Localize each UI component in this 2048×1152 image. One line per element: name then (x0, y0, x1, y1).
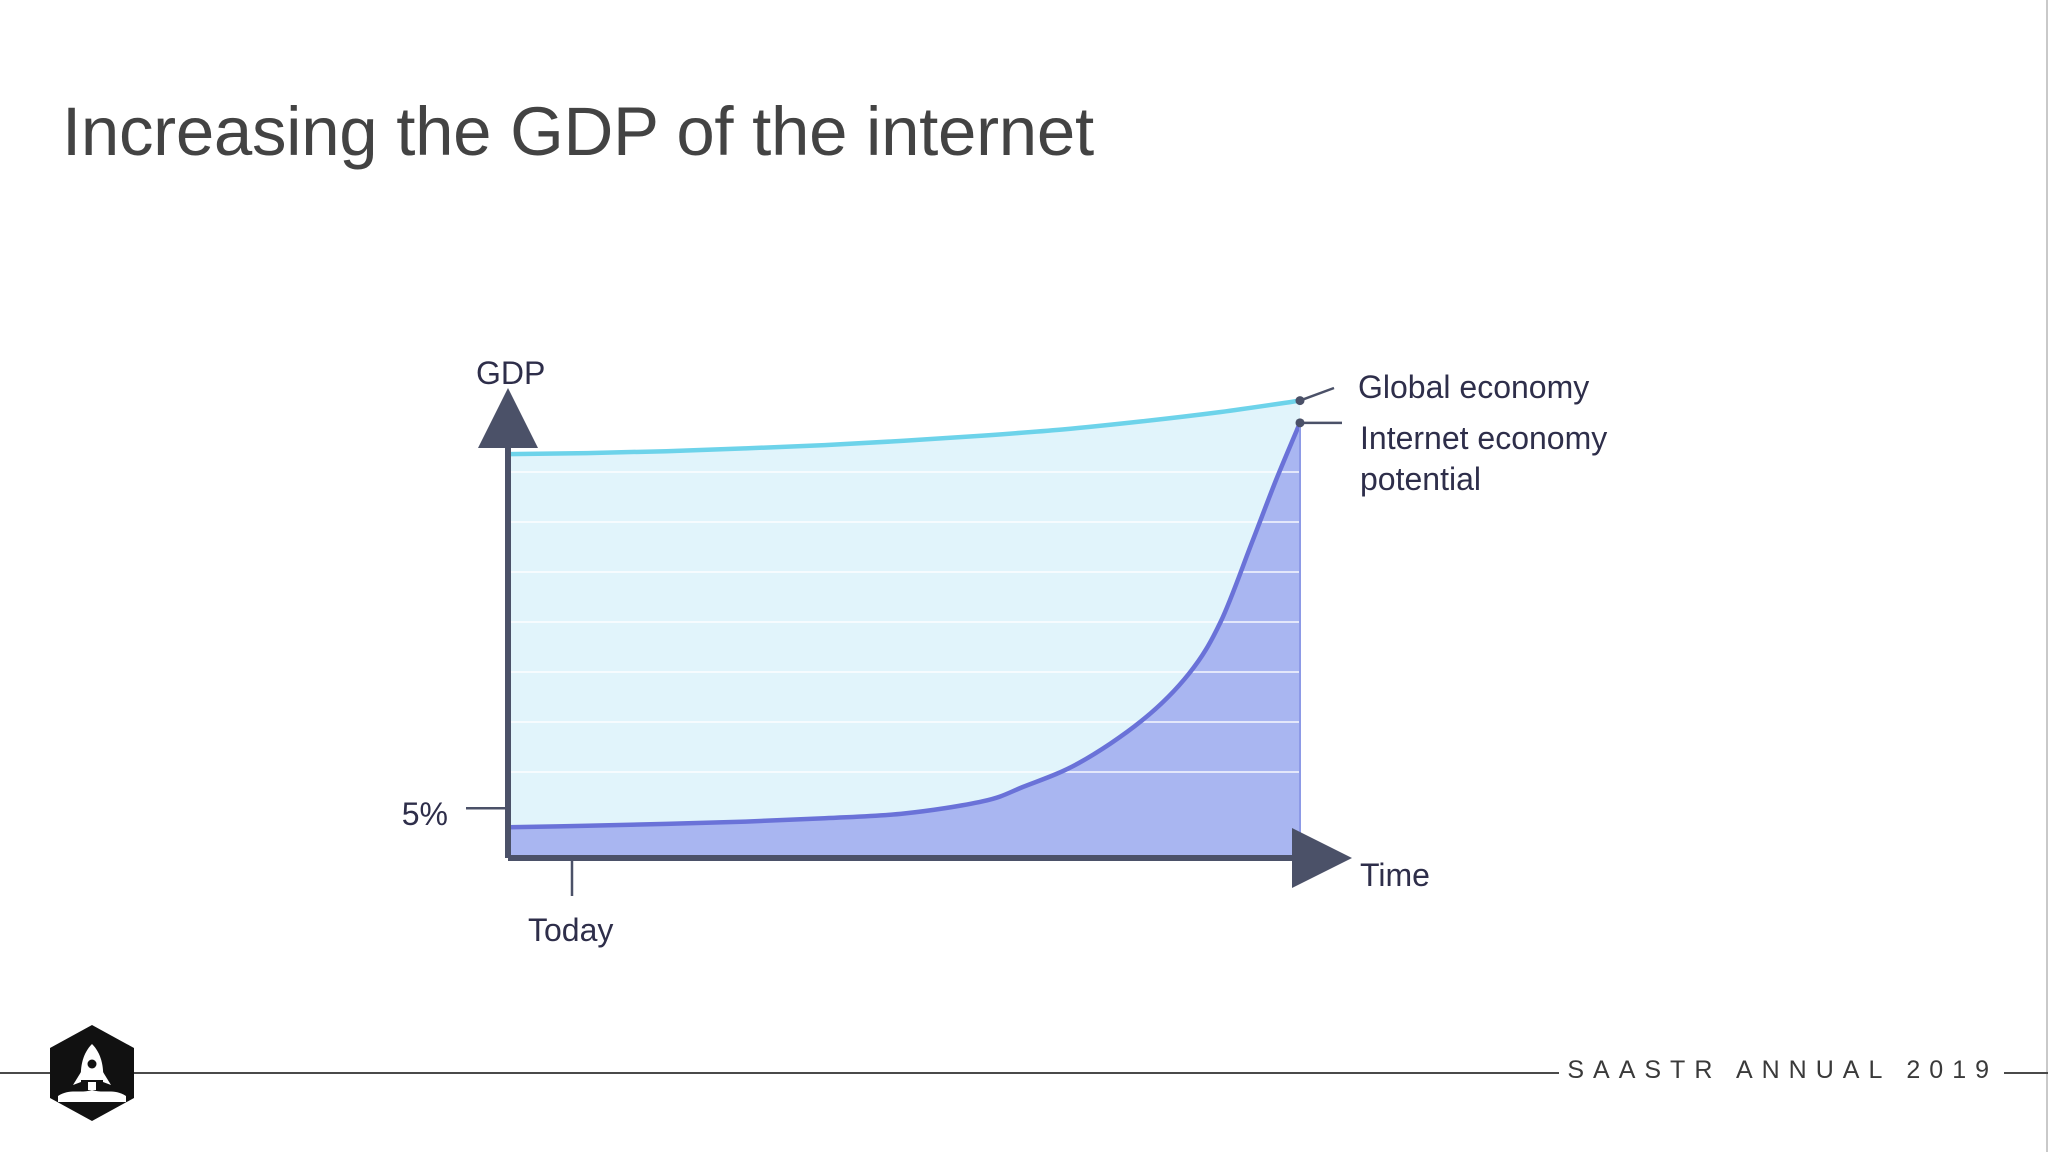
slide-edge (2046, 0, 2048, 1152)
global-economy-point (1295, 396, 1305, 406)
x-tick-label: Today (528, 912, 613, 948)
chart-areas (508, 400, 1300, 858)
global-economy-legend-label: Global economy (1358, 369, 1589, 405)
footer-rule (0, 1072, 2048, 1074)
global-economy-area (508, 400, 1300, 858)
internet-economy-legend-label-line2: potential (1360, 461, 1481, 497)
internet-economy-legend-label-line1: Internet economy (1360, 420, 1607, 456)
global-economy-line (507, 398, 1301, 457)
internet-economy-point (1295, 418, 1305, 428)
x-axis-label: Time (1360, 857, 1430, 893)
chart-lines (507, 398, 1303, 858)
chart-axes (466, 388, 1352, 896)
chart-grid (508, 471, 1300, 773)
footer-event-label: SAASTR ANNUAL 2019 (1559, 1056, 2004, 1085)
slide-title: Increasing the GDP of the internet (62, 93, 1094, 170)
y-axis-label: GDP (476, 355, 545, 391)
chart-labels: GDP Time 5% Today Global economy Internet eco… (402, 355, 1608, 948)
internet-economy-line (507, 421, 1303, 830)
y-tick-label: 5% (402, 796, 448, 832)
rocket-icon (50, 1025, 134, 1121)
global-economy-leader (1299, 386, 1335, 402)
